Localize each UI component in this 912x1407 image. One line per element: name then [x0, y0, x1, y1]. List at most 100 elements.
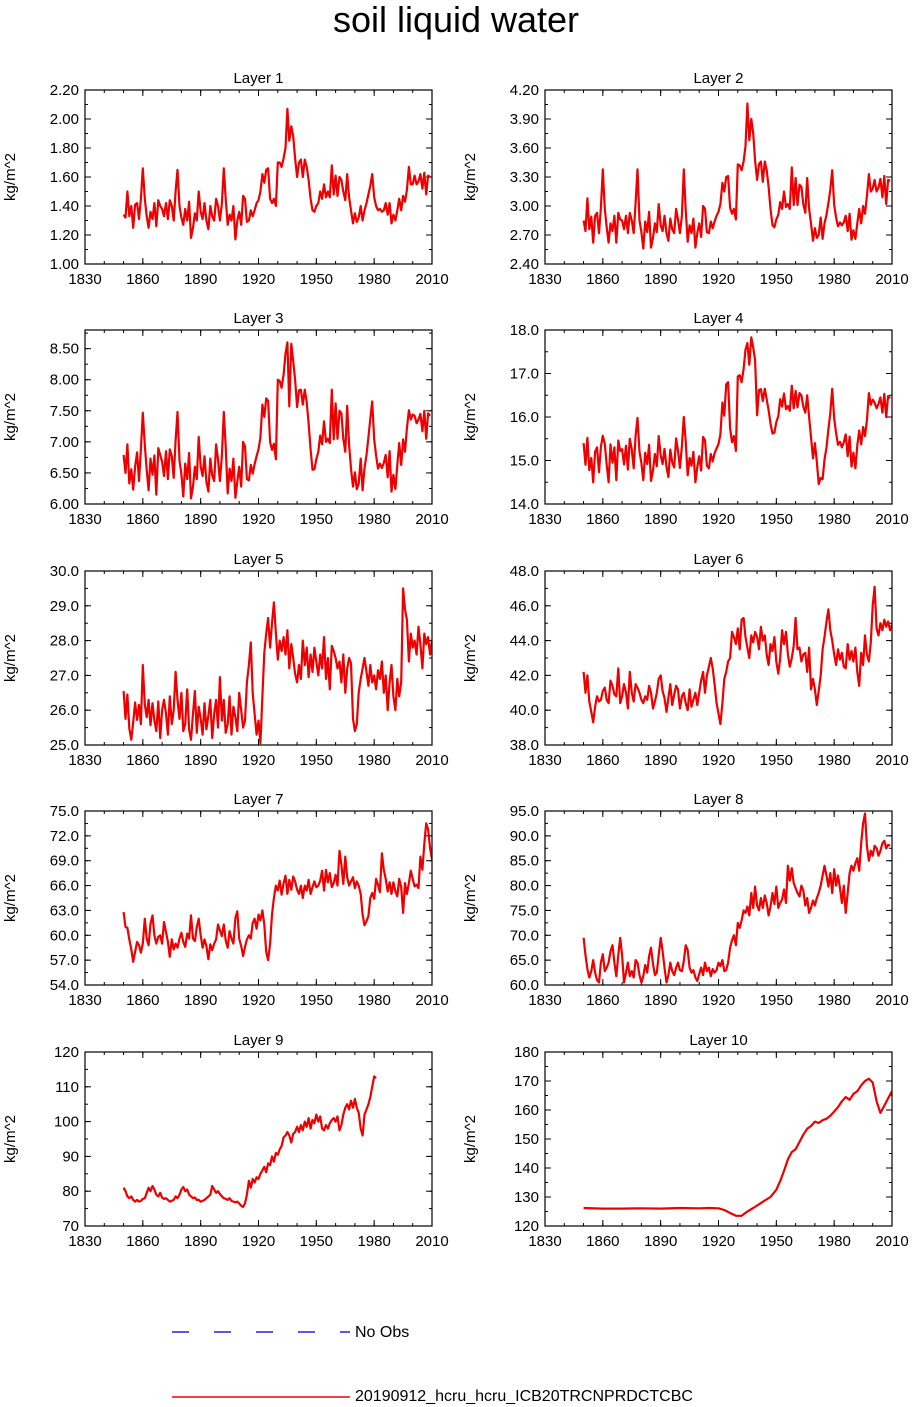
x-tick-label: 2010 [415, 992, 448, 1009]
panel-layer-4: Layer 4 kg/m^2 1830 1860 1890 1920 1950 1980 201… [462, 310, 909, 528]
series-line [122, 822, 432, 963]
y-tick-label: 100 [54, 1114, 79, 1131]
panel-layer-9: Layer 9 kg/m^2 1830 1860 1890 1920 1950 1980 201… [2, 1032, 449, 1250]
legend-model-label: 20190912_hcru_hcru_ICB20TRCNPRDCTCBC [355, 1388, 693, 1405]
y-tick-label: 180 [514, 1044, 539, 1061]
panel-frame [84, 89, 433, 265]
y-tick-label: 70 [62, 1218, 79, 1235]
y-tick-label: 27.0 [50, 667, 79, 684]
y-tick-label: 40.0 [510, 702, 539, 719]
y-tick-label: 29.0 [50, 598, 79, 615]
y-tick-label: 72.0 [50, 828, 79, 845]
panel-layer-3: Layer 3 kg/m^2 1830 1860 1890 1920 1950 1980 201… [2, 310, 449, 528]
panel-title: Layer 1 [233, 70, 283, 87]
y-tick-label: 1.60 [50, 169, 79, 186]
y-tick-label: 120 [54, 1044, 79, 1061]
y-tick-label: 65.0 [510, 952, 539, 969]
x-tick-label: 1860 [586, 992, 619, 1009]
panel-frame [544, 1051, 893, 1227]
y-tick-label: 46.0 [510, 598, 539, 615]
x-tick-label: 1890 [644, 511, 677, 528]
panel-title: Layer 10 [689, 1032, 747, 1049]
y-tick-label: 80.0 [510, 878, 539, 895]
series-line [122, 1075, 377, 1209]
panel-frame [84, 329, 433, 505]
panel-layer-5: Layer 5 kg/m^2 1830 1860 1890 1920 1950 1980 201… [2, 551, 449, 769]
panel-layer-1: Layer 1 kg/m^2 1830 1860 1890 1920 1950 1980 201… [2, 70, 449, 288]
y-tick-label: 1.20 [50, 227, 79, 244]
y-tick-label: 3.00 [510, 198, 539, 215]
x-tick-label: 1890 [184, 271, 217, 288]
y-tick-label: 7.50 [50, 403, 79, 420]
y-tick-label: 140 [514, 1160, 539, 1177]
x-tick-label: 2010 [875, 1233, 908, 1250]
x-tick-label: 1950 [300, 271, 333, 288]
panel-frame [544, 570, 893, 746]
panel-frame [544, 89, 893, 265]
x-tick-label: 1980 [817, 992, 850, 1009]
y-tick-label: 90 [62, 1148, 79, 1165]
y-tick-label: 85.0 [510, 853, 539, 870]
series-line [582, 585, 892, 726]
x-tick-label: 1830 [68, 992, 101, 1009]
x-tick-label: 1890 [644, 271, 677, 288]
x-tick-label: 1980 [357, 511, 390, 528]
x-tick-label: 2010 [875, 511, 908, 528]
y-tick-label: 1.40 [50, 198, 79, 215]
y-tick-label: 170 [514, 1073, 539, 1090]
panel-frame [84, 570, 433, 746]
x-tick-label: 1950 [760, 511, 793, 528]
series-line [582, 812, 891, 984]
x-tick-label: 1980 [817, 752, 850, 769]
x-tick-label: 1980 [817, 271, 850, 288]
y-tick-label: 90.0 [510, 828, 539, 845]
y-tick-label: 2.40 [510, 256, 539, 273]
x-tick-label: 1980 [817, 1233, 850, 1250]
x-tick-label: 1830 [528, 992, 561, 1009]
panel-title: Layer 7 [233, 791, 283, 808]
y-tick-label: 60.0 [510, 977, 539, 994]
y-axis-label: kg/m^2 [2, 874, 19, 922]
x-tick-label: 1830 [68, 1233, 101, 1250]
x-tick-label: 1830 [68, 511, 101, 528]
y-tick-label: 60.0 [50, 927, 79, 944]
x-tick-label: 1830 [528, 752, 561, 769]
x-tick-label: 1920 [242, 1233, 275, 1250]
legend-obs-label: No Obs [355, 1324, 410, 1341]
y-tick-label: 75.0 [50, 803, 79, 820]
x-tick-label: 1890 [644, 1233, 677, 1250]
y-tick-label: 30.0 [50, 563, 79, 580]
x-tick-label: 1830 [68, 271, 101, 288]
y-tick-label: 26.0 [50, 702, 79, 719]
y-tick-label: 3.30 [510, 169, 539, 186]
x-tick-label: 2010 [415, 511, 448, 528]
panel-layer-2: Layer 2 kg/m^2 1830 1860 1890 1920 1950 1980 201… [462, 70, 909, 288]
x-tick-label: 1860 [126, 271, 159, 288]
y-tick-label: 150 [514, 1131, 539, 1148]
x-tick-label: 2010 [875, 992, 908, 1009]
y-axis-label: kg/m^2 [2, 1115, 19, 1163]
y-axis-label: kg/m^2 [2, 153, 19, 201]
y-tick-label: 66.0 [50, 878, 79, 895]
x-tick-label: 1860 [586, 1233, 619, 1250]
y-tick-label: 110 [55, 1079, 79, 1096]
x-tick-label: 1920 [242, 992, 275, 1009]
y-tick-label: 14.0 [510, 496, 539, 513]
y-tick-label: 3.60 [510, 140, 539, 157]
y-tick-label: 28.0 [50, 633, 79, 650]
x-tick-label: 1950 [300, 752, 333, 769]
y-tick-label: 15.0 [510, 453, 539, 470]
x-tick-label: 1860 [126, 992, 159, 1009]
y-tick-label: 7.00 [50, 434, 79, 451]
y-tick-label: 57.0 [50, 952, 79, 969]
y-tick-label: 70.0 [510, 927, 539, 944]
panel-layer-8: Layer 8 kg/m^2 1830 1860 1890 1920 1950 1980 201… [462, 791, 909, 1009]
x-tick-label: 1920 [702, 992, 735, 1009]
x-tick-label: 1830 [68, 752, 101, 769]
x-tick-label: 1890 [644, 992, 677, 1009]
y-tick-label: 95.0 [510, 803, 539, 820]
y-tick-label: 48.0 [510, 563, 539, 580]
x-tick-label: 1950 [760, 271, 793, 288]
panel-title: Layer 8 [693, 791, 743, 808]
series-line [582, 336, 891, 486]
